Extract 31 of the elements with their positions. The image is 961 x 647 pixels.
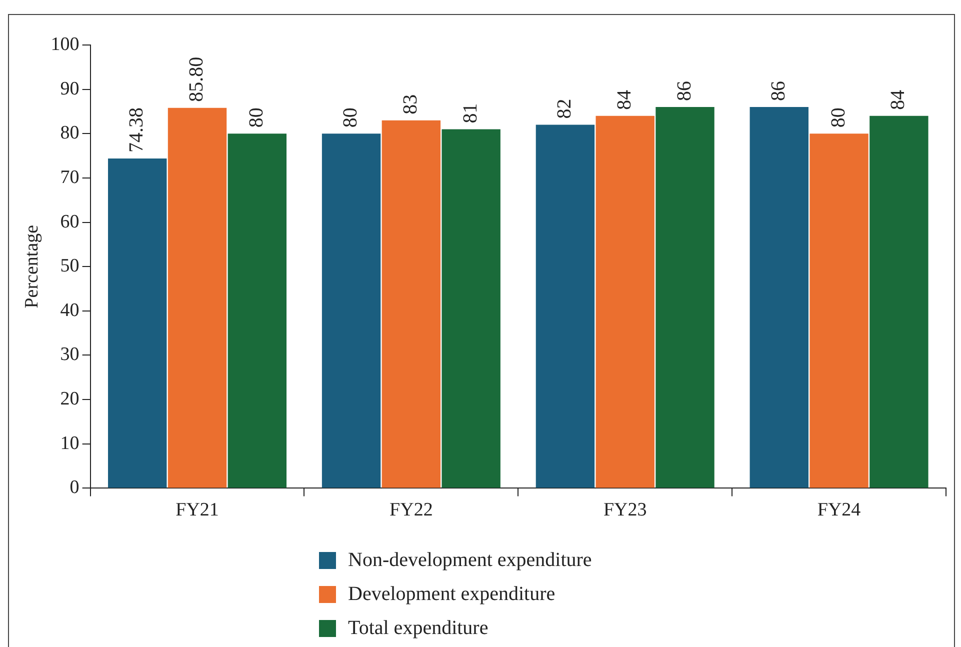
y-tick-label: 0 — [70, 477, 80, 498]
y-tick-label: 20 — [60, 388, 80, 410]
y-tick-label: 50 — [60, 256, 80, 277]
data-label: 84 — [613, 90, 636, 110]
x-tick-label: FY24 — [817, 500, 862, 521]
data-label: 82 — [553, 98, 576, 119]
y-tick-label: 80 — [60, 122, 80, 144]
legend-label: Total expenditure — [348, 616, 488, 640]
data-label: 81 — [459, 103, 482, 124]
y-tick-label: 90 — [60, 78, 80, 100]
y-tick-label: 100 — [50, 34, 80, 55]
y-tick-label: 40 — [60, 300, 80, 321]
x-tick-label: FY23 — [603, 500, 647, 521]
legend-label: Development expenditure — [348, 582, 556, 606]
x-tick-label: FY21 — [176, 500, 219, 521]
y-tick-label: 10 — [60, 432, 80, 454]
data-label: 86 — [673, 81, 696, 102]
x-tick-label: FY22 — [390, 500, 433, 521]
data-label: 80 — [340, 108, 362, 128]
y-tick-label: 30 — [60, 344, 80, 366]
data-label: 80 — [245, 108, 268, 128]
data-label: 85.80 — [186, 56, 208, 102]
data-label: 83 — [399, 94, 422, 114]
data-label: 84 — [887, 90, 910, 110]
data-label: 86 — [767, 81, 790, 102]
legend-label: Non-development expenditure — [348, 548, 592, 572]
y-tick-label: 60 — [60, 211, 80, 232]
y-axis-title: Percentage — [21, 224, 42, 308]
data-label: 80 — [827, 108, 850, 128]
data-label: 74.38 — [126, 108, 148, 153]
y-tick-label: 70 — [60, 166, 80, 188]
